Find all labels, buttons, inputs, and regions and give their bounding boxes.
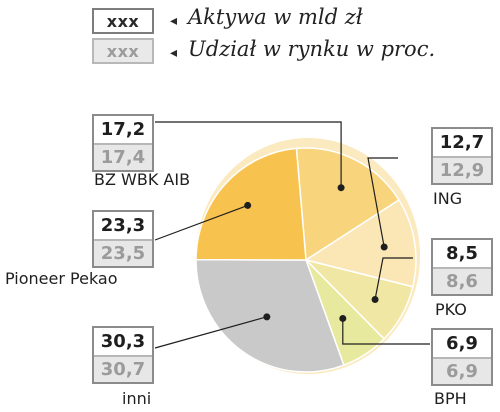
legend-assets-box: xxx xyxy=(92,8,154,34)
data-label-share: 8,6 xyxy=(433,269,491,294)
data-label-assets: 8,5 xyxy=(433,240,491,269)
category-label: ING xyxy=(433,189,463,208)
value-box-bz-wbk-aib: 17,2 17,4 xyxy=(92,114,154,172)
data-label-assets: 30,3 xyxy=(94,328,152,357)
leader-dot xyxy=(371,295,379,303)
pie-slice-pioneer-pekao xyxy=(195,147,307,261)
leader-dot xyxy=(337,184,345,192)
data-label-share: 6,9 xyxy=(433,359,491,384)
data-label-assets: 12,7 xyxy=(433,129,491,158)
legend-arrow-icon: ◂ xyxy=(170,12,178,28)
legend-arrow-icon: ◂ xyxy=(170,44,178,60)
value-box-pko: 8,5 8,6 xyxy=(431,238,493,296)
data-label-share: 23,5 xyxy=(94,241,152,266)
data-label-share: 17,4 xyxy=(94,145,152,170)
leader-dot xyxy=(263,313,271,321)
leader-line xyxy=(374,257,413,300)
category-label: PKO xyxy=(435,300,467,319)
data-label-assets: 17,2 xyxy=(94,116,152,145)
pie-slice-bz-wbk-aib xyxy=(295,147,400,262)
legend-share-label: Udział w rynku w proc. xyxy=(188,37,436,61)
leader-dot xyxy=(380,243,388,251)
category-label: BPH xyxy=(434,389,467,408)
leader-line xyxy=(155,121,342,188)
data-label-assets: 6,9 xyxy=(433,330,491,359)
value-box-bph: 6,9 6,9 xyxy=(431,328,493,386)
leader-line xyxy=(342,318,430,345)
value-box-pioneer-pekao: 23,3 23,5 xyxy=(92,210,154,268)
pie-slice-ing xyxy=(304,198,417,288)
leader-line xyxy=(154,204,248,241)
value-box-ing: 12,7 12,9 xyxy=(431,127,493,185)
data-label-assets: 23,3 xyxy=(94,212,152,241)
leader-dot xyxy=(339,314,347,322)
legend-share-box: xxx xyxy=(92,38,154,64)
data-label-share: 12,9 xyxy=(433,158,491,183)
leader-line xyxy=(367,157,398,248)
category-label: inni xyxy=(122,389,152,408)
category-label: BZ WBK AIB xyxy=(94,170,191,189)
value-box-inni: 30,3 30,7 xyxy=(92,326,154,384)
leader-dot xyxy=(244,201,252,209)
legend-assets-label: Aktywa w mld zł xyxy=(188,5,363,29)
leader-line xyxy=(154,316,268,349)
category-label: Pioneer Pekao xyxy=(5,269,118,288)
data-label-share: 30,7 xyxy=(94,357,152,382)
